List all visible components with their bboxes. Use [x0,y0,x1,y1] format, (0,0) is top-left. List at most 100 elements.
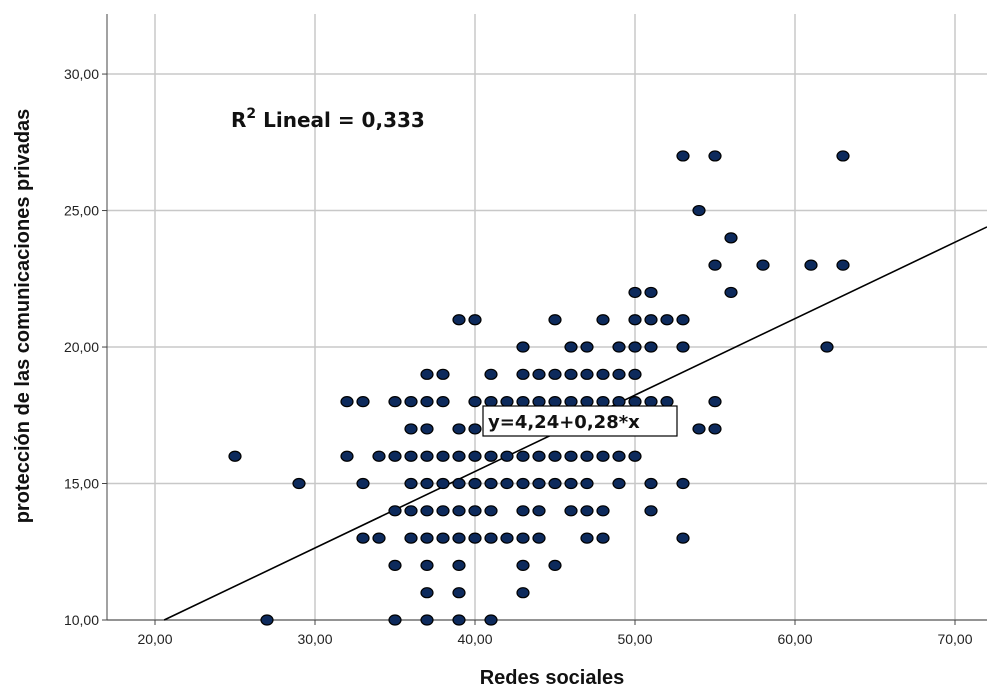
r2-annotation: R2 Lineal = 0,333 [231,106,425,132]
data-point [676,341,690,353]
x-tick-label: 30,00 [297,631,332,647]
data-point [612,341,626,353]
data-point [660,396,674,408]
r2-value: Lineal = 0,333 [256,108,425,132]
fit-equation-box: y=4,24+0,28*x [482,405,678,437]
data-point [420,532,434,544]
y-tick-label: 15,00 [64,476,99,492]
data-point [484,614,498,626]
data-point [532,368,546,380]
data-point [484,450,498,462]
data-point [532,505,546,517]
data-point [676,314,690,326]
data-point [628,396,642,408]
data-point [820,341,834,353]
data-point [484,477,498,490]
y-tick-labels: 10,00 15,00 20,00 25,00 30,00 [64,66,107,628]
data-point [516,532,530,544]
data-point [564,450,578,462]
data-point [516,559,530,572]
data-point [548,559,562,572]
data-point [548,450,562,462]
data-point [580,505,594,517]
data-point [516,505,530,517]
data-point [628,341,642,353]
r2-superscript: 2 [246,106,256,122]
data-point [420,368,434,380]
data-point [372,450,386,462]
data-point [484,368,498,380]
data-point [340,396,354,408]
data-point [548,368,562,380]
r2-prefix: R [231,108,246,132]
data-point [356,396,370,408]
data-point [676,477,690,490]
data-point [580,477,594,490]
y-tick-label: 20,00 [64,339,99,355]
data-point [420,559,434,572]
data-point [676,150,690,162]
data-point [420,423,434,435]
data-point [612,396,626,408]
data-point [436,450,450,462]
data-point [420,587,434,599]
data-point [836,259,850,271]
data-point [516,341,530,353]
data-point [724,232,738,244]
data-point [580,396,594,408]
data-point [420,477,434,490]
data-point [500,477,514,490]
data-point [404,423,418,435]
data-point [452,559,466,572]
data-point [708,396,722,408]
data-point [644,477,658,490]
data-point [404,396,418,408]
data-point [532,450,546,462]
data-point [436,368,450,380]
data-point [756,259,770,271]
data-point [532,532,546,544]
data-point [548,396,562,408]
data-point [452,532,466,544]
data-point [836,150,850,162]
data-point [532,477,546,490]
data-point [420,505,434,517]
data-point [452,423,466,435]
data-point [516,396,530,408]
y-tick-label: 30,00 [64,66,99,82]
data-point [708,259,722,271]
data-point [388,614,402,626]
data-point [500,532,514,544]
x-tick-label: 60,00 [777,631,812,647]
data-point [628,314,642,326]
data-point [452,587,466,599]
data-point [596,532,610,544]
data-point [516,368,530,380]
data-point [420,450,434,462]
data-point [612,450,626,462]
data-point [292,477,306,490]
data-point [596,396,610,408]
data-point [596,450,610,462]
data-point [564,368,578,380]
data-point [644,286,658,299]
data-point [580,450,594,462]
data-point [420,396,434,408]
data-point [468,532,482,544]
data-point [372,532,386,544]
data-point [388,450,402,462]
data-point [388,505,402,517]
data-point [692,204,706,217]
data-point [260,614,274,626]
data-point [340,450,354,462]
axes [106,14,987,621]
data-point [388,396,402,408]
fit-equation-label: y=4,24+0,28*x [488,412,640,433]
x-tick-labels: 20,00 30,00 40,00 50,00 60,00 70,00 [137,620,973,647]
x-tick-label: 70,00 [937,631,972,647]
data-point [484,396,498,408]
data-point [484,532,498,544]
data-point [580,341,594,353]
data-point [676,532,690,544]
